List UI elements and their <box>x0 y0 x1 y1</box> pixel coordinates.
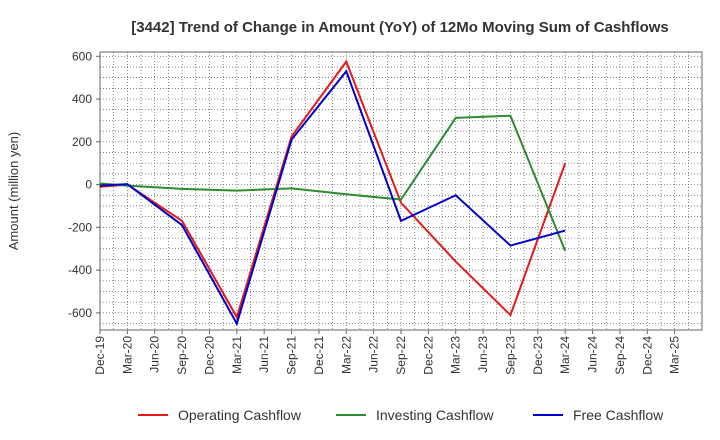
chart-title: [3442] Trend of Change in Amount (YoY) o… <box>131 19 669 36</box>
x-tick-label: Sep-23 <box>503 336 517 375</box>
legend-item: Free Cashflow <box>533 407 664 423</box>
legend-item: Operating Cashflow <box>138 407 302 423</box>
series-line-investing-cashflow <box>99 114 567 252</box>
x-tick-label: Dec-21 <box>312 336 326 375</box>
y-tick-label: -200 <box>68 220 92 234</box>
y-tick-label: -600 <box>68 306 92 320</box>
x-tick-label: Jun-21 <box>257 336 271 373</box>
legend-label: Free Cashflow <box>573 407 664 423</box>
x-tick-label: Jun-22 <box>367 336 381 373</box>
series-line-operating-cashflow <box>99 59 567 320</box>
plot-area: 600 400 200 0 -200 -400 -600 Dec-19 Mar-20 Jun-20… <box>68 49 703 375</box>
x-tick-label: Mar-25 <box>668 336 682 374</box>
y-tick-label: -400 <box>68 263 92 277</box>
y-tick-label: 0 <box>85 178 92 192</box>
y-axis-label: Amount (million yen) <box>6 132 21 251</box>
x-tick-label: Dec-22 <box>421 336 435 375</box>
y-tick-label: 200 <box>72 135 92 149</box>
legend: Operating Cashflow Investing Cashflow Free… <box>138 407 664 423</box>
x-tick-label: Mar-23 <box>449 336 463 374</box>
y-tick-label: 600 <box>72 49 92 63</box>
x-tick-label: Mar-22 <box>339 336 353 374</box>
x-tick-label: Sep-24 <box>613 336 627 375</box>
x-tick-label: Sep-22 <box>394 336 408 375</box>
x-tick-label: Sep-20 <box>175 336 189 375</box>
x-tick-label: Dec-23 <box>531 336 545 375</box>
series-line-free-cashflow <box>99 69 566 327</box>
x-tick-label: Dec-20 <box>202 336 216 375</box>
legend-item: Investing Cashflow <box>336 407 494 423</box>
legend-label: Investing Cashflow <box>376 407 494 423</box>
y-tick-label: 400 <box>72 92 92 106</box>
x-tick-label: Dec-19 <box>93 336 107 375</box>
x-tick-label: Jun-24 <box>586 336 600 373</box>
x-tick-label: Dec-24 <box>640 336 654 375</box>
x-tick-label: Mar-21 <box>230 336 244 374</box>
x-tick-label: Mar-20 <box>120 336 134 374</box>
x-tick-label: Jun-20 <box>148 336 162 373</box>
x-tick-label: Sep-21 <box>285 336 299 375</box>
x-tick-label: Jun-23 <box>476 336 490 373</box>
legend-label: Operating Cashflow <box>178 407 302 423</box>
x-tick-label: Mar-24 <box>558 336 572 374</box>
